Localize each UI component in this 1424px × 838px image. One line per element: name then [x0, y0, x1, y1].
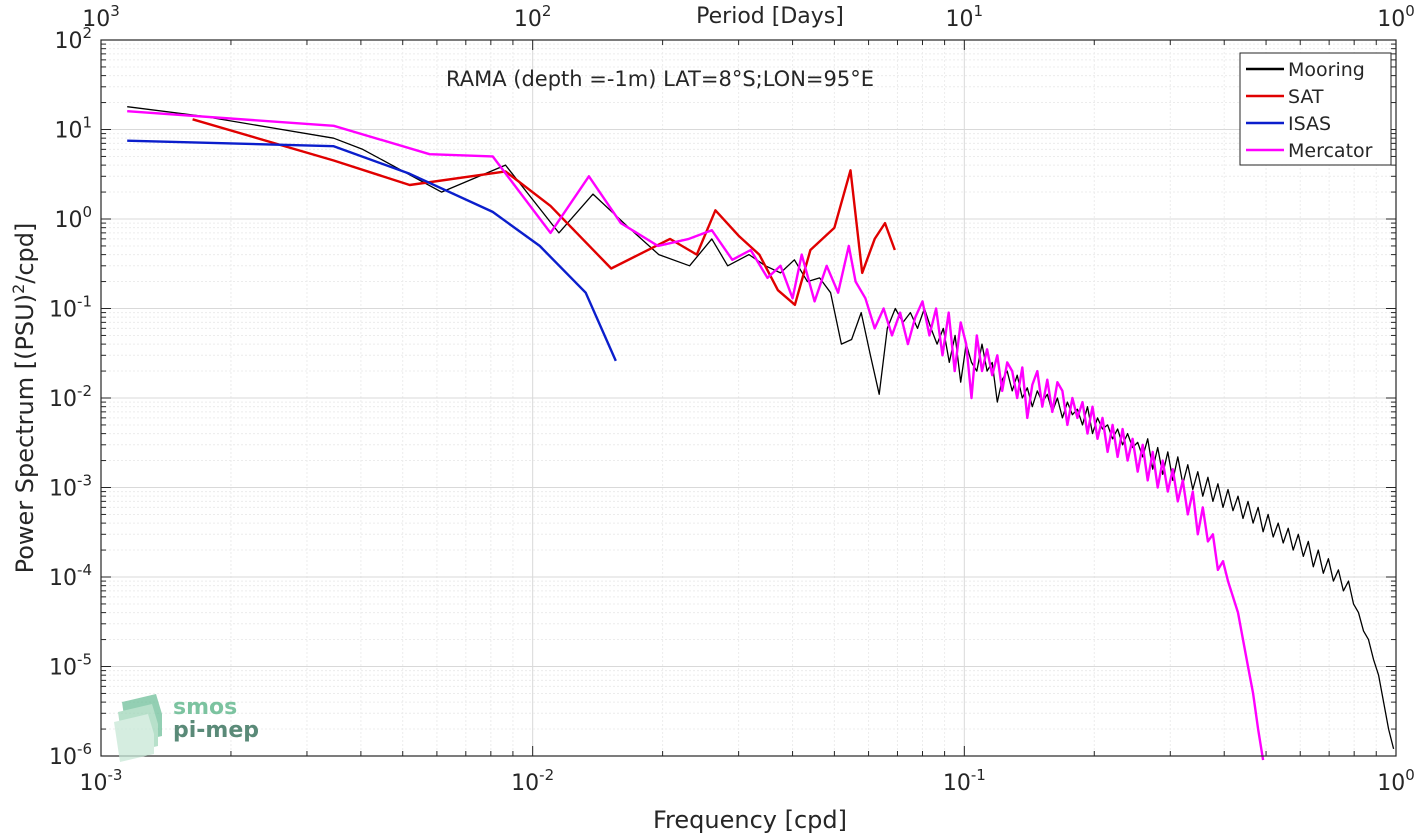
top-tick-label: 101	[946, 2, 984, 32]
tick-marks	[100, 40, 1396, 757]
legend-label-mooring: Mooring	[1288, 59, 1365, 81]
series-line-mooring	[127, 106, 1395, 750]
top-axis-label: Period [Days]	[696, 4, 844, 29]
y-tick-label: 100	[54, 203, 92, 233]
x-tick-label: 10-2	[511, 766, 554, 796]
top-tick-label: 100	[1377, 2, 1415, 32]
chart-title: RAMA (depth =-1m) LAT=8°S;LON=95°E	[446, 67, 874, 91]
y-tick-label: 102	[54, 24, 92, 54]
legend-label-sat: SAT	[1288, 86, 1324, 108]
top-tick-label: 103	[82, 2, 120, 32]
y-axis-label: Power Spectrum [(PSU)2/cpd]	[9, 223, 39, 574]
y-tick-label: 10-2	[49, 382, 92, 412]
y-tick-label: 10-3	[49, 472, 92, 502]
x-tick-label: 10-3	[80, 766, 123, 796]
top-tick-label: 102	[514, 2, 552, 32]
series-lines	[127, 106, 1395, 761]
series-line-isas	[127, 139, 617, 362]
series-line-mercator	[127, 110, 1265, 761]
legend: Mooring SAT ISAS Mercator	[1239, 52, 1392, 166]
watermark-logo: smos pi-mep	[114, 694, 259, 762]
x-tick-label: 10-1	[943, 766, 986, 796]
x-tick-label: 100	[1377, 766, 1415, 796]
legend-label-isas: ISAS	[1288, 113, 1331, 135]
watermark-text-pimep: pi-mep	[173, 718, 259, 743]
series-line-sat	[192, 118, 896, 306]
y-tick-label: 10-4	[49, 561, 92, 591]
y-tick-label: 10-1	[49, 293, 92, 323]
watermark-text-smos: smos	[173, 695, 237, 720]
y-tick-label: 10-6	[49, 740, 92, 770]
legend-label-mercator: Mercator	[1288, 140, 1373, 162]
y-tick-label: 10-5	[49, 651, 92, 681]
x-axis-label: Frequency [cpd]	[653, 806, 847, 834]
y-tick-label: 101	[54, 114, 92, 144]
